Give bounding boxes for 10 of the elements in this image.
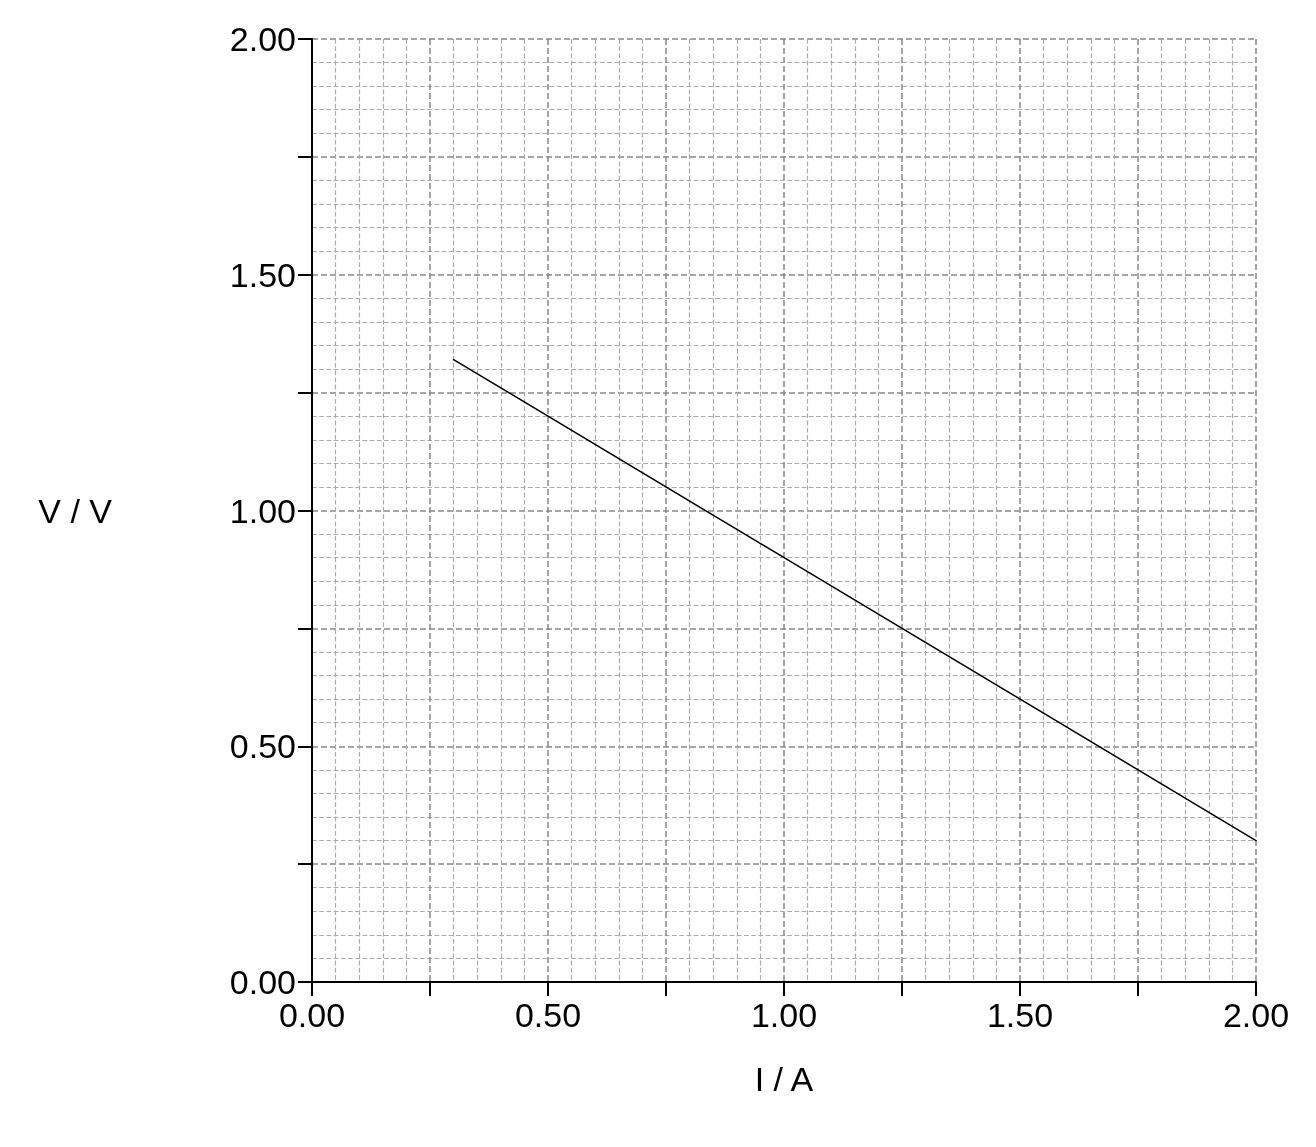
x-tick-label: 2.00 xyxy=(1222,996,1290,1034)
y-tick-label: 2.00 xyxy=(229,20,296,58)
y-axis-title: V / V xyxy=(38,491,113,530)
y-tick-label: 0.50 xyxy=(229,727,296,766)
y-tick-label: 1.00 xyxy=(229,491,296,530)
x-tick-label: 0.50 xyxy=(514,996,582,1034)
x-axis-title: I / A xyxy=(754,1060,814,1098)
x-tick-label: 1.50 xyxy=(986,996,1054,1034)
y-tick-label: 1.50 xyxy=(229,255,296,294)
x-tick-label: 1.00 xyxy=(750,996,818,1034)
